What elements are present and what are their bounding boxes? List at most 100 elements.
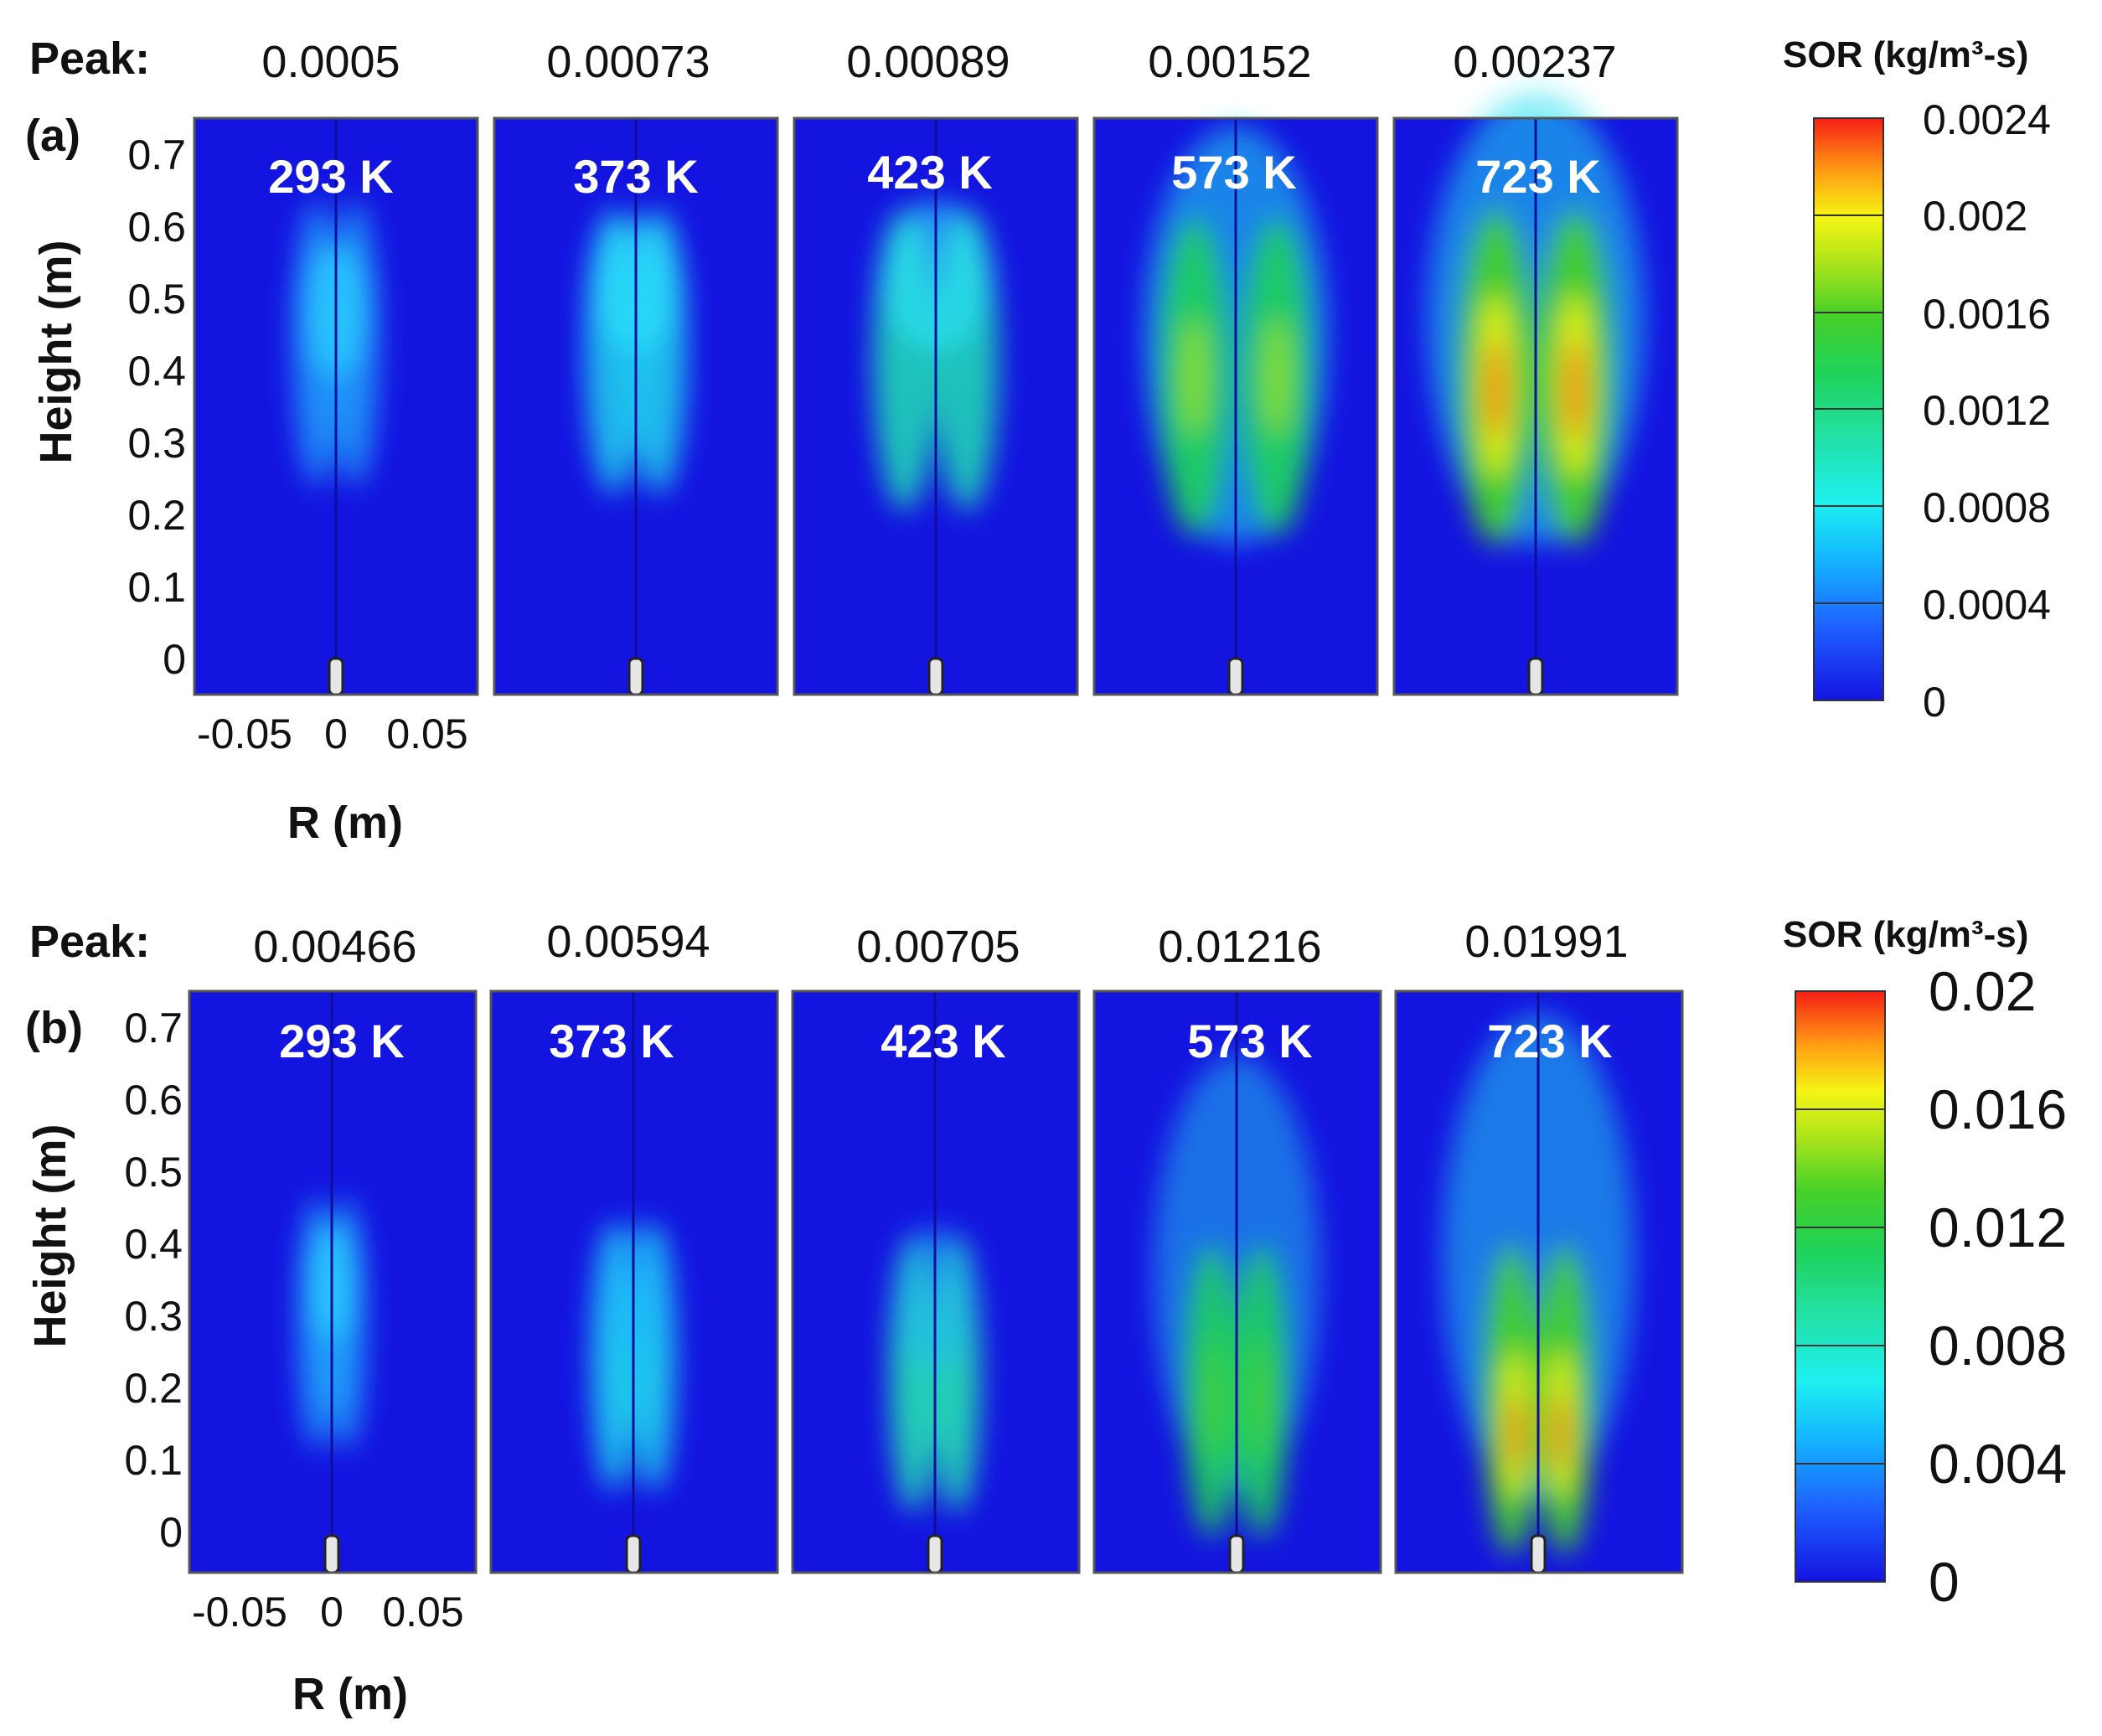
colorbar-tick-label: 0 [1929, 1551, 1960, 1613]
panel-a-ytick: 0.7 [127, 132, 186, 178]
panel-b-xtick: -0.05 [192, 1589, 287, 1635]
map-frame [489, 989, 779, 1574]
panel-b-xlabel: R (m) [292, 1669, 408, 1719]
panel-a-map-373: 373 K [493, 116, 779, 696]
panel-b-ytick: 0.3 [124, 1293, 183, 1340]
panel-a-colorbar-title: SOR (kg/m³-s) [1783, 34, 2028, 75]
panel-b-peak-293: 0.00466 [253, 922, 416, 972]
panel-b-peak-label: Peak: [29, 917, 150, 967]
panel-a-ytick: 0.5 [127, 276, 186, 323]
temperature-label: 373 K [573, 150, 698, 203]
panel-a-xlabel: R (m) [287, 798, 403, 848]
temperature-label: 293 K [279, 1015, 404, 1067]
panel-b-ytick: 0 [159, 1509, 183, 1556]
temperature-label: 723 K [1487, 1015, 1612, 1067]
temperature-label: 423 K [881, 1015, 1005, 1067]
panel-a-ytick: 0.6 [127, 204, 186, 251]
panel-b-ytick: 0.4 [124, 1221, 183, 1268]
temperature-label: 293 K [268, 150, 393, 203]
colorbar-tick-label: 0.002 [1923, 193, 2027, 240]
injector-nozzle [328, 657, 344, 696]
panel-a-xtick: 0.05 [386, 710, 467, 757]
panel-a-ytick: 0.3 [127, 420, 186, 467]
panel-a-ytick: 0 [163, 636, 186, 683]
temperature-label: 423 K [867, 146, 992, 199]
panel-a-map-293: 293 K [193, 116, 479, 696]
sor-plume [591, 1223, 675, 1491]
panel-a-peak-723: 0.00237 [1453, 37, 1616, 87]
panel-a-xtick: 0 [324, 710, 348, 757]
injector-nozzle [927, 657, 944, 696]
temperature-label: 573 K [1187, 1015, 1312, 1067]
colorbar-tick-label: 0.02 [1929, 960, 2036, 1022]
panel-b-ytick: 0.7 [124, 1005, 183, 1051]
panel-b-xtick: 0 [320, 1589, 343, 1635]
panel-b-maps: 293 K 373 K [188, 989, 1684, 1574]
map-frame [791, 989, 1081, 1574]
panel-b-map-373: 373 K [489, 989, 779, 1574]
map-frame [493, 116, 779, 696]
panel-a-ytick: 0.4 [127, 348, 186, 395]
panel-b-ylabel: Height (m) [25, 1124, 75, 1348]
injector-nozzle [1527, 657, 1544, 696]
colorbar-tick-label: 0.0004 [1923, 581, 2051, 628]
colorbar-tick-label: 0.0016 [1923, 291, 2051, 338]
map-frame [1092, 989, 1382, 1574]
panel-a-ylabel: Height (m) [31, 240, 81, 464]
panel-b-map-573: 573 K [1092, 989, 1382, 1574]
panel-b-xaxis: -0.05 0 0.05 [192, 1589, 464, 1635]
sor-plume [585, 209, 687, 494]
temperature-label: 723 K [1475, 150, 1600, 203]
panel-b-ytick: 0.6 [124, 1077, 183, 1124]
colorbar-gradient [1795, 990, 1886, 1583]
panel-a-maps: 293 K 373 K [193, 92, 1679, 696]
panel-a-map-423: 423 K [793, 116, 1079, 696]
panel-a-ytick: 0.2 [127, 492, 186, 539]
injector-nozzle [323, 1534, 340, 1574]
sor-plume [1144, 126, 1328, 545]
panel-b-ytick: 0.5 [124, 1149, 183, 1196]
colorbar-tick-label: 0.0012 [1923, 387, 2051, 434]
panel-a-colorbar: SOR (kg/m³-s) 0.0024 0.002 0.0016 0.0012… [1783, 34, 2051, 726]
plume-hotspot-right [1252, 1341, 1272, 1458]
panel-b-xtick: 0.05 [382, 1589, 463, 1635]
colorbar-tick-label: 0.0008 [1923, 484, 2051, 531]
injector-nozzle [625, 1534, 642, 1574]
plume-hotspot-right [1263, 318, 1290, 436]
injector-nozzle [628, 657, 644, 696]
map-frame [1092, 116, 1379, 696]
panel-b: Peak: (b) Height (m) R (m) 0.00466 0.005… [25, 914, 2067, 1719]
panel-a-map-573: 573 K [1092, 116, 1379, 696]
panel-b-peak-723: 0.01991 [1464, 917, 1628, 967]
panel-a-yaxis: 0.7 0.6 0.5 0.4 0.3 0.2 0.1 0 [127, 132, 186, 683]
map-frame [793, 116, 1079, 696]
injector-nozzle [1228, 1534, 1245, 1574]
panel-a: Peak: (a) Height (m) R (m) 0.0005 0.0007… [25, 34, 2051, 848]
panel-a-xtick: -0.05 [197, 710, 292, 757]
panel-a-label: (a) [25, 111, 80, 161]
injector-nozzle [927, 1534, 943, 1574]
panel-a-peak-label: Peak: [29, 34, 150, 84]
plume-peak-right [1567, 339, 1583, 440]
plume-hotspot-left [1181, 318, 1208, 436]
panel-b-map-723: 723 K [1394, 989, 1684, 1574]
temperature-label: 373 K [549, 1015, 674, 1067]
panel-b-map-423: 423 K [791, 989, 1081, 1574]
sor-plume [298, 1198, 365, 1449]
panel-a-map-723: 723 K [1392, 92, 1679, 696]
map-frame [188, 989, 478, 1574]
plume-hotspot-left [1201, 1341, 1221, 1458]
plume-peak-left [1488, 339, 1505, 440]
panel-a-peak-293: 0.0005 [261, 37, 400, 87]
plume-peak-left [1510, 1395, 1523, 1470]
temperature-label: 573 K [1171, 146, 1296, 199]
colorbar-tick-label: 0.004 [1929, 1433, 2067, 1495]
colorbar-tick-label: 0.012 [1929, 1196, 2067, 1258]
panel-b-peak-423: 0.00705 [856, 922, 1020, 972]
colorbar-tick-label: 0.016 [1929, 1078, 2067, 1140]
map-frame [1392, 116, 1679, 696]
colorbar-tick-label: 0.008 [1929, 1315, 2067, 1377]
panel-b-yaxis: 0.7 0.6 0.5 0.4 0.3 0.2 0.1 0 [124, 1005, 183, 1556]
panel-a-peak-373: 0.00073 [546, 37, 710, 87]
